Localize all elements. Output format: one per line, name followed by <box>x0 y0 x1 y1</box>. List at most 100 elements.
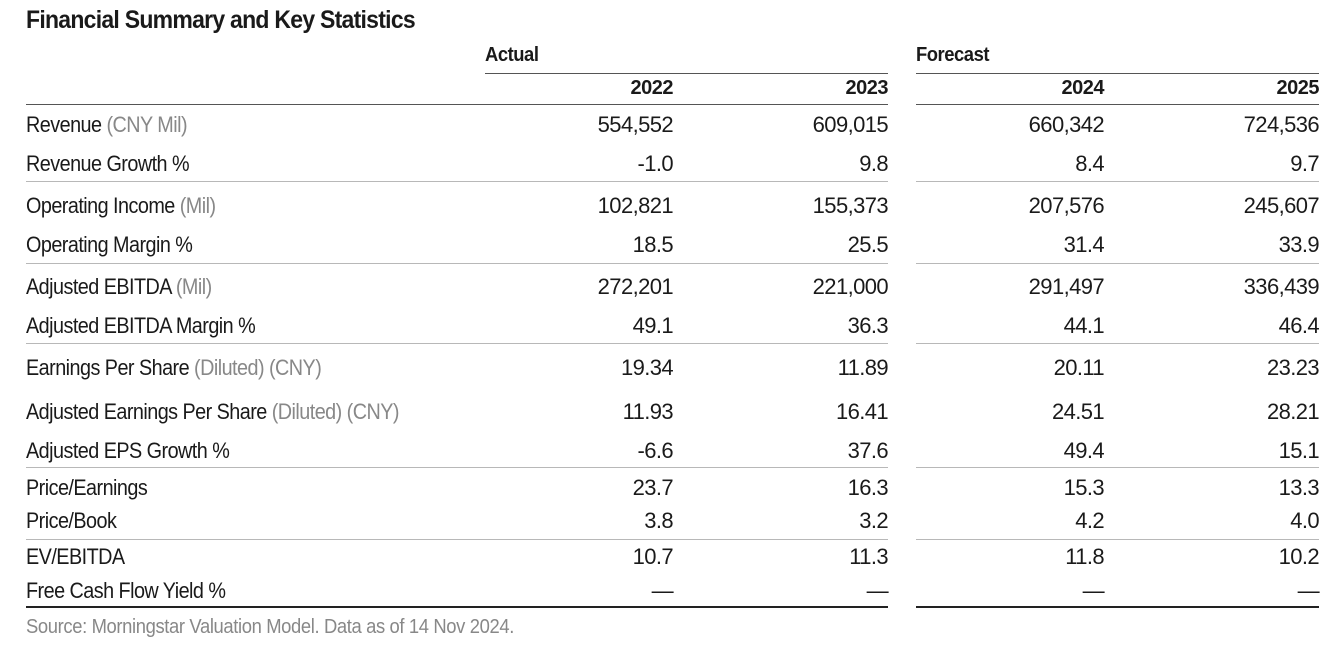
value-cell-2024: 660,342 <box>1028 112 1105 137</box>
row-separator <box>916 181 1319 182</box>
actual-header-rule <box>485 73 888 74</box>
value-cell-2023: 3.2 <box>859 508 888 533</box>
row-label: Adjusted Earnings Per Share (Diluted) (C… <box>26 399 400 425</box>
row-label-text: Free Cash Flow Yield % <box>26 578 226 603</box>
row-separator <box>916 263 1319 264</box>
table-row: Revenue (CNY Mil) 554,552 609,015 660,342 72… <box>0 112 1334 144</box>
row-separator <box>26 343 888 344</box>
table-row: Operating Margin % 18.5 25.5 31.4 33.9 <box>0 232 1334 264</box>
row-label-text: Price/Earnings <box>26 475 148 500</box>
value-cell-2023: 609,015 <box>812 112 889 137</box>
value-cell-2025: 33.9 <box>1278 232 1320 257</box>
row-label-text: Adjusted EBITDA <box>26 274 171 299</box>
table-row: Operating Income (Mil) 102,821 155,373 207,… <box>0 193 1334 225</box>
row-unit: (CNY Mil) <box>106 112 188 137</box>
value-cell-2024: 11.8 <box>1065 544 1104 569</box>
value-cell-2023: 37.6 <box>847 438 889 463</box>
value-cell-2025: 4.0 <box>1290 508 1319 533</box>
row-label-text: Revenue Growth % <box>26 151 190 176</box>
year-header-2024: 2024 <box>1061 77 1105 99</box>
row-label: Adjusted EPS Growth % <box>26 438 230 464</box>
table-row: Earnings Per Share (Diluted) (CNY) 19.34 1… <box>0 355 1334 387</box>
table-row: Revenue Growth % -1.0 9.8 8.4 9.7 <box>0 151 1334 183</box>
value-cell-2023: 16.3 <box>847 475 889 500</box>
value-cell-2024: 44.1 <box>1063 313 1105 338</box>
value-cell-2023: 9.8 <box>859 151 888 176</box>
year-header-2023: 2023 <box>845 77 889 99</box>
row-separator <box>26 539 888 540</box>
value-cell-2022: 3.8 <box>644 508 673 533</box>
value-cell-2022: 18.5 <box>632 232 674 257</box>
value-cell-2024: 4.2 <box>1075 508 1104 533</box>
value-cell-2022: 49.1 <box>632 313 674 338</box>
value-cell-2023: 25.5 <box>847 232 889 257</box>
value-cell-2022: 10.7 <box>632 544 674 569</box>
row-label: Revenue (CNY Mil) <box>26 112 188 138</box>
header-bottom-rule-right <box>916 104 1319 105</box>
source-note: Source: Morningstar Valuation Model. Dat… <box>26 616 514 638</box>
table-bottom-rule-right <box>916 606 1319 608</box>
row-label-text: Operating Income <box>26 193 175 218</box>
row-label-text: Operating Margin % <box>26 232 193 257</box>
row-unit: (Diluted) (CNY) <box>271 399 400 424</box>
row-label: Earnings Per Share (Diluted) (CNY) <box>26 355 322 381</box>
row-unit: (Mil) <box>175 274 212 299</box>
year-header-2022: 2022 <box>630 77 674 99</box>
value-cell-2022: — <box>651 578 674 603</box>
value-cell-2025: 46.4 <box>1278 313 1320 338</box>
row-label: Adjusted EBITDA Margin % <box>26 313 256 339</box>
row-unit: (Mil) <box>179 193 216 218</box>
value-cell-2025: 336,439 <box>1243 274 1320 299</box>
value-cell-2023: 221,000 <box>812 274 889 299</box>
value-cell-2024: 8.4 <box>1075 151 1104 176</box>
value-cell-2022: 272,201 <box>597 274 674 299</box>
row-label: Adjusted EBITDA (Mil) <box>26 274 212 300</box>
value-cell-2024: 20.11 <box>1053 355 1105 380</box>
row-separator <box>916 343 1319 344</box>
value-cell-2024: 31.4 <box>1063 232 1105 257</box>
row-label-text: Revenue <box>26 112 102 137</box>
row-label-text: Adjusted EBITDA Margin % <box>26 313 256 338</box>
page-title: Financial Summary and Key Statistics <box>26 6 416 34</box>
value-cell-2025: 28.21 <box>1266 399 1320 424</box>
header-bottom-rule-left <box>26 104 888 105</box>
forecast-header-rule <box>916 73 1319 74</box>
row-label: Operating Income (Mil) <box>26 193 216 219</box>
actual-group-header: Actual <box>485 44 539 66</box>
row-label: Revenue Growth % <box>26 151 190 177</box>
row-separator <box>26 181 888 182</box>
value-cell-2024: 24.51 <box>1051 399 1105 424</box>
value-cell-2024: 15.3 <box>1063 475 1105 500</box>
row-label-text: Price/Book <box>26 508 117 533</box>
year-header-2025: 2025 <box>1276 77 1320 99</box>
row-separator <box>916 467 1319 468</box>
value-cell-2024: 49.4 <box>1063 438 1105 463</box>
table-row: Price/Earnings 23.7 16.3 15.3 13.3 <box>0 475 1334 507</box>
value-cell-2022: 102,821 <box>597 193 674 218</box>
row-label-text: EV/EBITDA <box>26 544 125 569</box>
row-label: Price/Earnings <box>26 475 148 501</box>
row-separator <box>916 539 1319 540</box>
table-row: Adjusted EPS Growth % -6.6 37.6 49.4 15.1 <box>0 438 1334 470</box>
row-separator <box>26 263 888 264</box>
value-cell-2023: 11.3 <box>849 544 888 569</box>
value-cell-2022: 554,552 <box>597 112 674 137</box>
table-row: EV/EBITDA 10.7 11.3 11.8 10.2 <box>0 544 1334 576</box>
table-bottom-rule-left <box>26 606 888 608</box>
row-label-text: Adjusted EPS Growth % <box>26 438 230 463</box>
table-row: Adjusted EBITDA Margin % 49.1 36.3 44.1 46.4 <box>0 313 1334 345</box>
value-cell-2022: -6.6 <box>637 438 673 463</box>
value-cell-2022: 23.7 <box>632 475 674 500</box>
value-cell-2025: — <box>1297 578 1320 603</box>
row-label-text: Earnings Per Share <box>26 355 190 380</box>
table-row: Adjusted Earnings Per Share (Diluted) (C… <box>0 399 1334 431</box>
row-label: Free Cash Flow Yield % <box>26 578 226 604</box>
row-separator <box>26 467 888 468</box>
value-cell-2025: 15.1 <box>1278 438 1320 463</box>
row-label: Price/Book <box>26 508 117 534</box>
row-label: Operating Margin % <box>26 232 193 258</box>
value-cell-2022: -1.0 <box>637 151 673 176</box>
value-cell-2024: 291,497 <box>1028 274 1105 299</box>
table-row: Adjusted EBITDA (Mil) 272,201 221,000 291,4… <box>0 274 1334 306</box>
value-cell-2025: 23.23 <box>1266 355 1320 380</box>
